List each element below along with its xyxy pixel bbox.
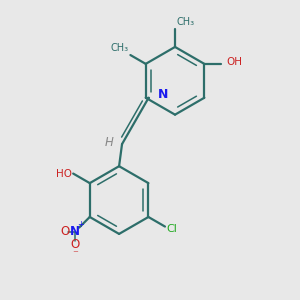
Text: O: O	[61, 226, 70, 238]
Text: CH₃: CH₃	[176, 17, 195, 27]
Text: N: N	[158, 88, 168, 101]
Text: Cl: Cl	[167, 224, 177, 234]
Text: CH₃: CH₃	[111, 43, 129, 53]
Text: H: H	[104, 136, 113, 149]
Text: N: N	[70, 226, 80, 238]
Text: ⁻: ⁻	[72, 249, 78, 259]
Text: OH: OH	[226, 57, 242, 68]
Text: O: O	[70, 238, 80, 251]
Text: +: +	[77, 220, 84, 229]
Text: HO: HO	[56, 169, 72, 178]
